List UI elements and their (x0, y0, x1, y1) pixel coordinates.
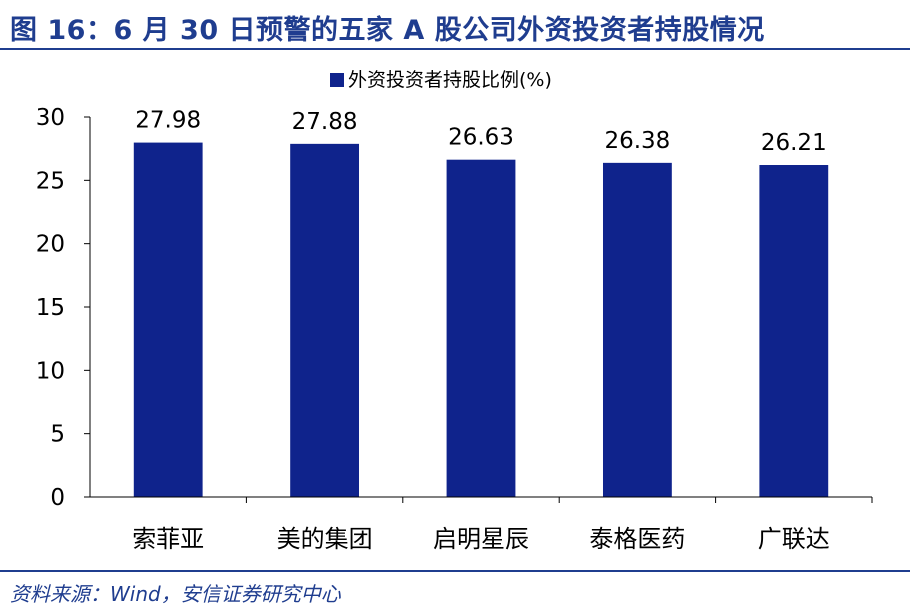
footer-divider (0, 570, 910, 572)
bar-series: 27.98 27.88 26.63 26.38 26.21 (133, 108, 829, 498)
bar-value-label: 26.38 (604, 128, 670, 154)
y-tick-label: 0 (50, 485, 65, 511)
x-category-label: 广联达 (758, 525, 830, 553)
bar-value-label: 26.63 (448, 125, 514, 151)
source-note: 资料来源：Wind，安信证券研究中心 (10, 582, 341, 606)
y-tick-label: 30 (36, 105, 65, 131)
x-category-label: 美的集团 (277, 525, 373, 553)
x-category-label: 索菲亚 (132, 525, 204, 553)
y-tick-label: 20 (36, 232, 65, 258)
bar-value-label: 27.88 (292, 109, 358, 135)
y-tick-label: 25 (36, 168, 65, 194)
legend-label: 外资投资者持股比例(%) (348, 69, 552, 91)
bar (446, 159, 516, 497)
y-tick-label: 5 (50, 422, 65, 448)
y-tick-label: 15 (36, 295, 65, 321)
x-category-label: 泰格医药 (589, 525, 685, 553)
y-tick-label: 10 (36, 358, 65, 384)
figure-title: 图 16：6 月 30 日预警的五家 A 股公司外资投资者持股情况 (10, 15, 765, 46)
chart-legend: 外资投资者持股比例(%) (330, 69, 552, 91)
bar (602, 162, 672, 497)
bar-value-label: 27.98 (135, 108, 201, 134)
bar-chart: 外资投资者持股比例(%) 0 5 10 15 20 25 30 27.98 27.88 26.6… (36, 69, 873, 553)
bar-value-label: 26.21 (761, 130, 827, 156)
x-axis: 索菲亚 美的集团 启明星辰 泰格医药 广联达 (90, 496, 873, 553)
bar (133, 142, 203, 497)
y-axis: 0 5 10 15 20 25 30 (36, 105, 91, 511)
bar (290, 143, 360, 497)
legend-swatch (330, 73, 344, 87)
bar (759, 165, 829, 498)
title-underline (0, 48, 910, 50)
x-category-label: 启明星辰 (433, 525, 529, 553)
